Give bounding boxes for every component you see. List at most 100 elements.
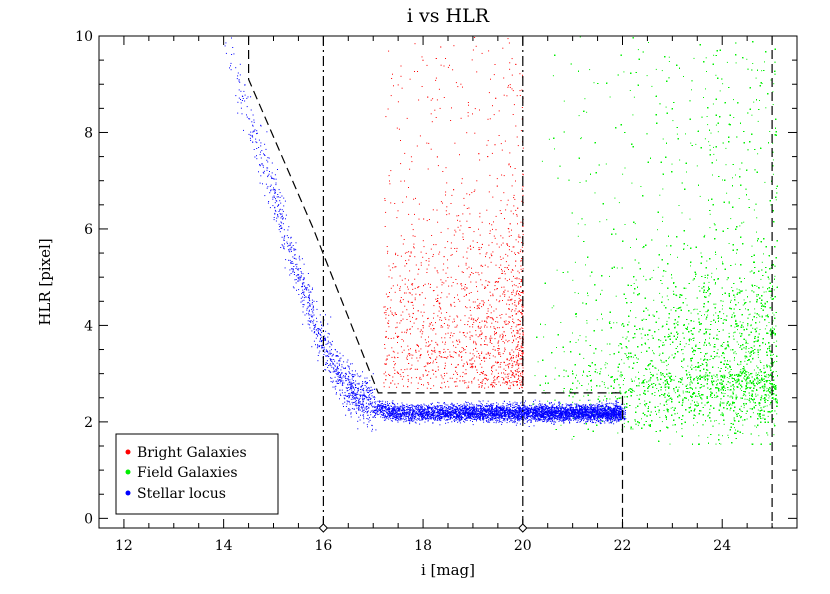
field-galaxies-point [715, 380, 717, 382]
field-galaxies-point [718, 423, 720, 425]
field-galaxies-point [742, 322, 744, 324]
field-galaxies-point [762, 414, 764, 416]
field-galaxies-point [766, 374, 768, 376]
field-galaxies-point [740, 410, 742, 412]
field-galaxies-point [681, 212, 683, 214]
field-galaxies-point [752, 285, 754, 287]
field-galaxies-point [589, 69, 591, 71]
field-galaxies-point [743, 221, 745, 223]
field-galaxies-point [653, 352, 654, 354]
field-galaxies-point [616, 322, 618, 324]
field-galaxies-point [753, 209, 755, 211]
field-galaxies-point [683, 337, 685, 339]
field-galaxies-point [723, 353, 725, 355]
field-galaxies-point [717, 349, 719, 351]
field-galaxies-point [715, 254, 717, 255]
field-galaxies-point [590, 389, 592, 390]
field-galaxies-point [772, 91, 774, 93]
field-galaxies-point [726, 279, 728, 281]
field-galaxies-point [716, 383, 718, 385]
field-galaxies-point [746, 58, 748, 60]
field-galaxies-point [740, 417, 741, 419]
field-galaxies-point [551, 307, 553, 309]
field-galaxies-point [691, 381, 693, 383]
field-galaxies-point [669, 443, 671, 445]
field-galaxies-point [658, 317, 660, 319]
field-galaxies-point [764, 181, 766, 183]
field-galaxies-point [707, 311, 709, 313]
field-galaxies-point [559, 402, 561, 404]
field-galaxies-point [644, 405, 646, 407]
field-galaxies-point [757, 354, 759, 356]
field-galaxies-point [757, 394, 759, 396]
field-galaxies-point [745, 339, 747, 341]
field-galaxies-point [739, 415, 741, 417]
field-galaxies-point [740, 405, 742, 407]
field-galaxies-point [626, 355, 627, 357]
field-galaxies-point [572, 389, 573, 391]
field-galaxies-point [670, 397, 672, 399]
field-galaxies-point [690, 312, 692, 314]
field-galaxies-point [763, 291, 765, 293]
field-galaxies-point [712, 358, 714, 359]
field-galaxies-point [755, 393, 757, 395]
field-galaxies-point [707, 314, 709, 316]
field-galaxies-point [735, 412, 737, 414]
field-galaxies-point [670, 378, 672, 380]
field-galaxies-point [730, 349, 732, 351]
field-galaxies-point [728, 332, 730, 334]
field-galaxies-point [696, 422, 698, 424]
field-galaxies-point [732, 397, 734, 399]
field-galaxies-point [668, 399, 670, 401]
field-galaxies-point [725, 147, 727, 149]
field-galaxies-point [694, 308, 696, 310]
field-galaxies-point [720, 384, 722, 386]
field-galaxies-point [668, 56, 670, 58]
field-galaxies-point [586, 389, 588, 391]
field-galaxies-point [697, 377, 699, 378]
field-galaxies-point [626, 336, 628, 338]
field-galaxies-point [759, 316, 761, 318]
field-galaxies-point [662, 382, 664, 384]
field-galaxies-point [738, 343, 739, 345]
field-galaxies-point [696, 380, 698, 381]
field-galaxies-point [706, 116, 708, 117]
field-galaxies-point [715, 312, 717, 314]
field-galaxies-point [704, 138, 706, 140]
field-galaxies-point [768, 346, 770, 347]
field-galaxies-point [602, 318, 603, 320]
field-galaxies-point [756, 375, 758, 377]
field-galaxies-point [769, 388, 771, 389]
field-galaxies-point [757, 153, 759, 155]
field-galaxies-point [692, 338, 694, 339]
field-galaxies-point [756, 296, 758, 297]
field-galaxies-point [726, 192, 728, 194]
field-galaxies-point [762, 286, 764, 288]
field-galaxies-point [665, 106, 667, 108]
field-galaxies-point [693, 320, 695, 322]
field-galaxies-point [586, 322, 588, 324]
field-galaxies-point [767, 376, 769, 378]
field-galaxies-point [647, 309, 649, 311]
field-galaxies-point [688, 377, 690, 378]
field-galaxies-point [682, 349, 684, 350]
field-galaxies-point [770, 335, 772, 337]
field-galaxies-point [722, 345, 724, 347]
field-galaxies-point [563, 390, 565, 392]
field-galaxies-point [642, 327, 644, 329]
field-galaxies-point [682, 367, 684, 369]
field-galaxies-point [667, 375, 669, 377]
field-galaxies-point [717, 338, 719, 340]
field-galaxies-point [768, 397, 770, 399]
field-galaxies-point [671, 354, 673, 356]
field-galaxies-point [763, 365, 765, 367]
field-galaxies-point [760, 278, 762, 280]
field-galaxies-point [716, 396, 718, 398]
field-galaxies-point [675, 322, 677, 324]
field-galaxies-point [649, 380, 651, 382]
field-galaxies-point [603, 399, 604, 401]
field-galaxies-point [669, 343, 671, 345]
field-galaxies-point [700, 358, 702, 360]
field-galaxies-point [766, 405, 768, 407]
field-galaxies-point [646, 75, 648, 77]
